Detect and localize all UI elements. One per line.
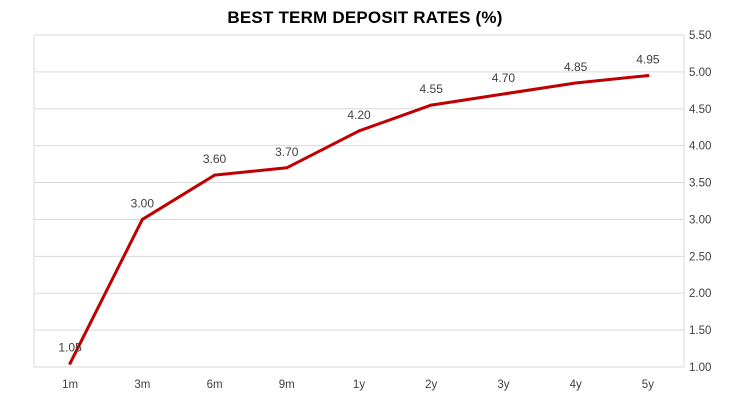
y-tick-label: 5.50 bbox=[689, 30, 711, 42]
y-tick-label: 3.00 bbox=[689, 214, 711, 226]
x-tick-label: 9m bbox=[279, 379, 295, 391]
y-tick-label: 2.50 bbox=[689, 251, 711, 263]
data-point bbox=[68, 361, 72, 365]
data-label: 3.70 bbox=[275, 145, 299, 159]
x-tick-label: 3y bbox=[497, 379, 509, 391]
data-label: 4.55 bbox=[420, 82, 444, 96]
data-point bbox=[357, 129, 361, 133]
data-point bbox=[140, 217, 144, 221]
data-label: 4.85 bbox=[564, 60, 588, 74]
data-point bbox=[501, 92, 505, 96]
data-label: 4.95 bbox=[636, 53, 660, 67]
y-tick-label: 1.00 bbox=[689, 362, 711, 374]
x-tick-label: 1y bbox=[353, 379, 365, 391]
y-tick-label: 3.50 bbox=[689, 178, 711, 190]
data-point bbox=[285, 166, 289, 170]
data-label: 1.05 bbox=[58, 340, 82, 354]
x-tick-label: 4y bbox=[570, 379, 582, 391]
y-tick-label: 1.50 bbox=[689, 325, 711, 337]
y-tick-label: 5.00 bbox=[689, 67, 711, 79]
y-tick-label: 2.00 bbox=[689, 288, 711, 300]
data-point bbox=[646, 74, 650, 78]
data-point bbox=[429, 103, 433, 107]
y-tick-label: 4.00 bbox=[689, 141, 711, 153]
data-label: 3.00 bbox=[131, 196, 155, 210]
chart-title: BEST TERM DEPOSIT RATES (%) bbox=[227, 8, 503, 27]
x-tick-label: 2y bbox=[425, 379, 437, 391]
data-point bbox=[574, 81, 578, 85]
data-label: 3.60 bbox=[203, 152, 227, 166]
y-tick-label: 4.50 bbox=[689, 104, 711, 116]
data-point bbox=[213, 173, 217, 177]
x-tick-label: 5y bbox=[642, 379, 654, 391]
x-tick-label: 3m bbox=[134, 379, 150, 391]
x-tick-label: 1m bbox=[62, 379, 78, 391]
data-label: 4.70 bbox=[492, 71, 516, 85]
x-tick-label: 6m bbox=[207, 379, 223, 391]
data-label: 4.20 bbox=[347, 108, 371, 122]
